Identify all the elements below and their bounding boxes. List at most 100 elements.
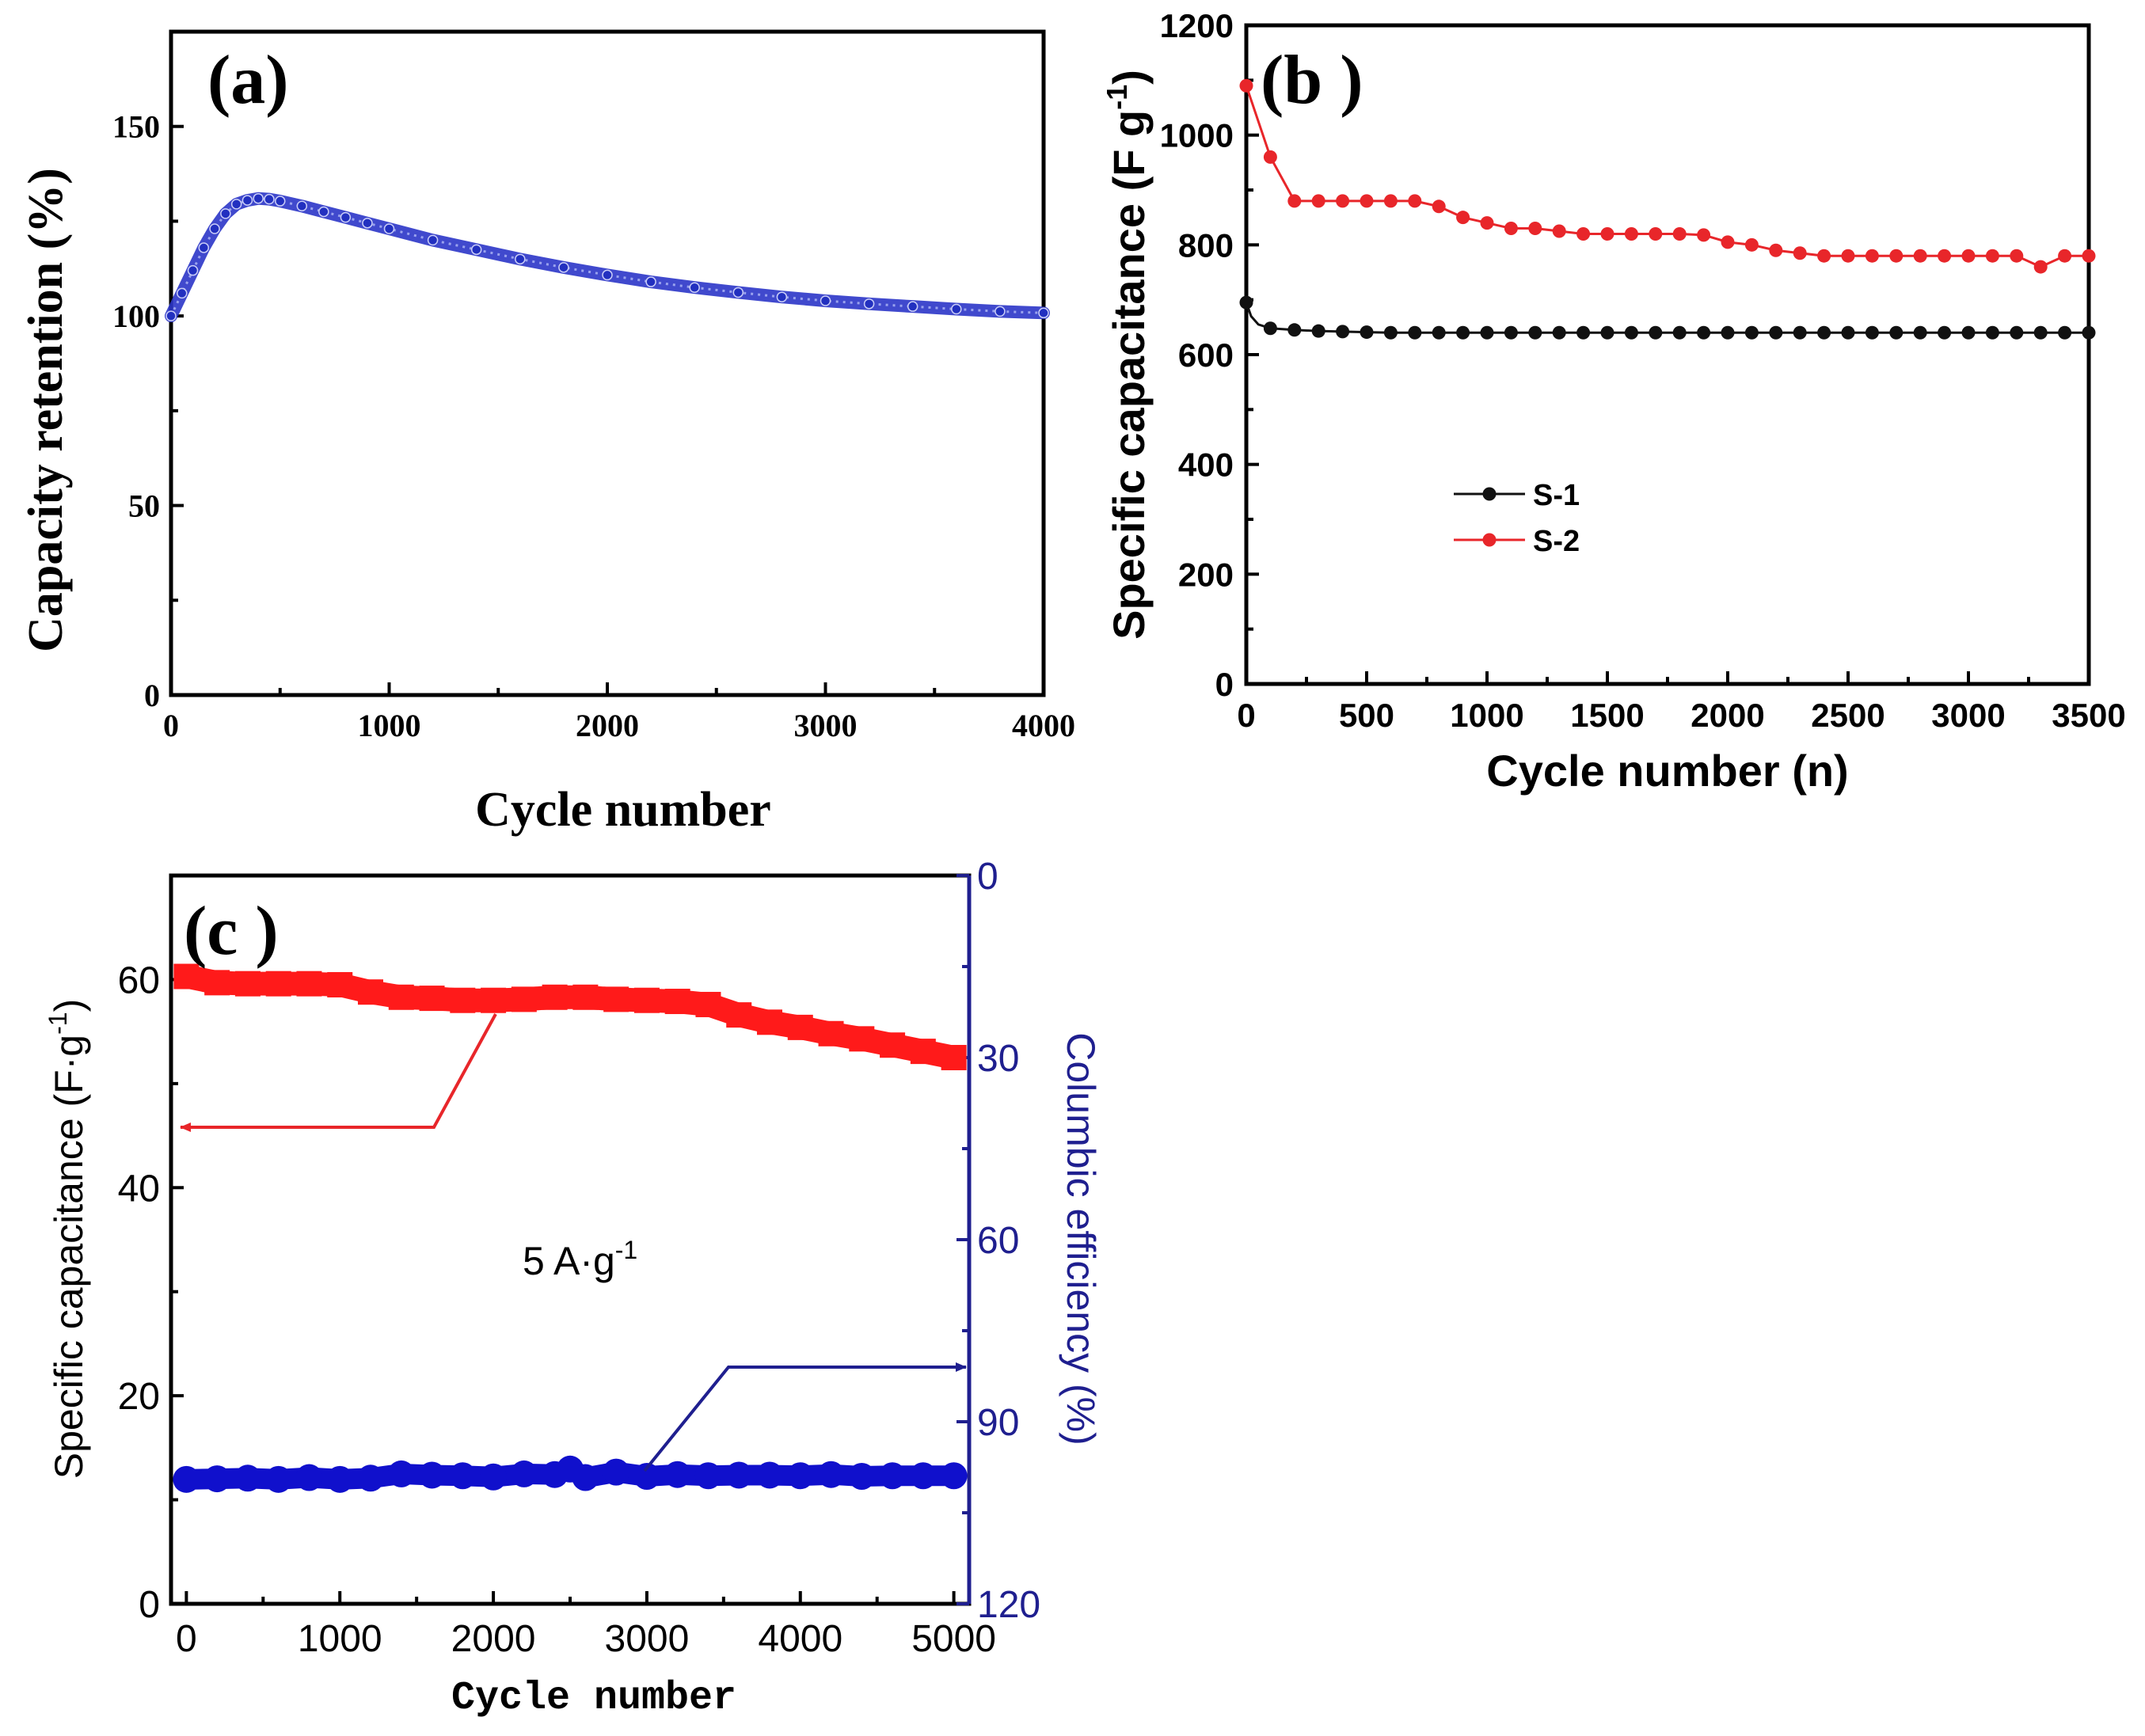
- panel-a-data-point: [187, 264, 199, 276]
- panel-c-capacitance-point: [910, 1039, 936, 1065]
- panel-b-s-1-point: [2010, 325, 2024, 340]
- panel-b-label: (b ): [1261, 42, 1363, 119]
- panel-b-s-1-point: [1600, 325, 1614, 340]
- panel-b-s-2-point: [2082, 249, 2096, 263]
- panel-a-y-axis-label: Capacity retention (%): [19, 168, 73, 652]
- panel-c-y-axis-label-sup: -1: [44, 1012, 72, 1034]
- panel-b-s-2-point: [1311, 194, 1325, 208]
- panel-b-y-axis-label-main: Specific capacitance (F g: [1104, 110, 1154, 640]
- panel-b-s-2-point: [1985, 249, 1999, 263]
- panel-b-marks: [1239, 78, 2096, 340]
- panel-c-capacitance-point: [542, 984, 568, 1010]
- panel-b-s-1-point: [1817, 325, 1831, 340]
- panel-c-capacitance-point: [787, 1014, 813, 1040]
- panel-a-data-point: [318, 206, 329, 218]
- panel-b-s-1-point: [1913, 325, 1927, 340]
- panel-c-efficiency-point: [572, 1464, 599, 1491]
- panel-b-s-2-point: [1263, 150, 1277, 164]
- panel-a-data-point: [515, 253, 526, 265]
- panel-b-s-1-point: [1552, 325, 1566, 340]
- panel-b-s-2-point: [1504, 222, 1518, 236]
- panel-a-data-point: [951, 303, 962, 315]
- panel-a-data-point: [264, 193, 275, 205]
- panel-b-legend-s-1-label: S-1: [1533, 479, 1580, 512]
- panel-b-s-2-point: [2010, 249, 2024, 263]
- panel-b-s-1-point: [1360, 325, 1374, 340]
- panel-c-y2-tick-label: 120: [977, 1584, 1040, 1626]
- panel-b-s-1-point: [1480, 325, 1494, 340]
- panel-c-efficiency-point: [633, 1463, 660, 1490]
- panel-c-y2-tick-label: 0: [977, 856, 998, 898]
- panel-b-s-1-point: [1311, 324, 1325, 338]
- panel-a-data-point: [198, 242, 210, 253]
- panel-c-annotation-main: 5 A·g: [523, 1239, 615, 1283]
- panel-c-marks: [173, 963, 968, 1493]
- panel-c-capacitance-point: [481, 987, 507, 1013]
- panel-b-y-tick-label: 600: [1178, 336, 1234, 374]
- panel-b-s-2-point: [1432, 199, 1446, 214]
- panel-b-s-2-line: [1245, 85, 2089, 268]
- panel-c-capacitance-point: [818, 1020, 844, 1047]
- panel-b-s-2-point: [1456, 211, 1470, 225]
- panel-b-s-2-point: [1336, 194, 1350, 208]
- panel-b-x-tick-label: 3000: [1931, 697, 2005, 734]
- panel-b-s-2-point: [1408, 194, 1422, 208]
- panel-a-data-point: [165, 310, 177, 321]
- panel-c-capacitance-point: [511, 986, 537, 1012]
- panel-c-capacitance-point: [388, 984, 414, 1010]
- panel-a-retention-line-highlight: [169, 197, 1044, 317]
- panel-a-data-point: [558, 262, 569, 273]
- panel-c-efficiency-point: [603, 1458, 630, 1486]
- panel-c-y2-axis-label: Columbic efficiency (%): [1059, 1032, 1103, 1445]
- panel-c-efficiency-point: [173, 1465, 200, 1493]
- panel-b-s-1-point: [1721, 325, 1735, 340]
- panel-a-data-point: [362, 218, 373, 229]
- panel-b-legend-s-1-marker: [1482, 487, 1497, 501]
- panel-a-data-point: [863, 298, 875, 310]
- panel-c-y-axis-label: Specific capacitance (F·g-1): [44, 999, 91, 1479]
- panel-c-capacitance-point: [849, 1026, 875, 1052]
- panel-c-x-tick-label: 2000: [451, 1618, 536, 1660]
- panel-c-annotation-sup: -1: [615, 1236, 637, 1264]
- panel-c-y2-tick-label: 90: [977, 1402, 1019, 1444]
- panel-a-y-tick-label: 150: [112, 109, 160, 145]
- panel-c-capacitance-point: [173, 963, 200, 990]
- panel-a-x-tick-label: 0: [163, 708, 179, 743]
- panel-b-x-tick-label: 500: [1339, 697, 1394, 734]
- panel-b-s-1-point: [1865, 325, 1879, 340]
- panel-b-y-tick-label: 1000: [1160, 117, 1234, 154]
- panel-b-x-tick-label: 2500: [1811, 697, 1884, 734]
- panel-b-s-1-point: [1239, 295, 1253, 310]
- panel-c-ticks: [171, 874, 972, 1605]
- panel-a-data-point: [602, 269, 613, 281]
- panel-b-s-2-point: [1841, 249, 1855, 263]
- panel-b-x-tick-label: 1000: [1450, 697, 1523, 734]
- panel-b-y-tick-label: 1200: [1160, 7, 1234, 44]
- panel-c-efficiency-point: [234, 1464, 261, 1492]
- panel-c-capacitance-point: [695, 991, 721, 1017]
- panel-b-s-2-point: [1889, 249, 1903, 263]
- panel-b-y-tick-label: 0: [1215, 666, 1234, 703]
- panel-b-s-2-point: [1744, 237, 1759, 252]
- panel-c-right-axis-arrow: [643, 1362, 967, 1472]
- panel-b-s-1-point: [1889, 325, 1903, 340]
- panel-b-s-1-point: [1697, 325, 1711, 340]
- panel-b-s-1-point: [1528, 325, 1542, 340]
- panel-a-tick-labels: 0 1000 2000 3000 4000 0 50 100 150: [112, 109, 1075, 743]
- panel-c-capacitance-point: [664, 989, 690, 1015]
- panel-c-capacitance-point: [572, 984, 599, 1010]
- panel-a-marks: [165, 192, 1050, 323]
- panel-b-s-2-point: [1817, 249, 1831, 263]
- panel-a-data-point: [242, 195, 253, 206]
- panel-b-s-2-point: [1360, 194, 1374, 208]
- panel-b-s-1-point: [2082, 325, 2096, 340]
- panel-b-s-1-point: [1456, 325, 1470, 340]
- panel-b-tick-labels: 0 500 1000 1500 2000 2500 3000 3500 0 200 400 600 80…: [1160, 7, 2126, 734]
- panel-b-s-1-point: [1744, 325, 1759, 340]
- panel-c-capacitance-point: [419, 986, 445, 1012]
- panel-c-efficiency-point: [357, 1464, 384, 1492]
- panel-c-capacitance-point: [633, 987, 660, 1013]
- panel-b-s-1-point: [1336, 325, 1350, 339]
- panel-b-s-2-point: [1938, 249, 1952, 263]
- panel-a-data-point: [820, 295, 831, 306]
